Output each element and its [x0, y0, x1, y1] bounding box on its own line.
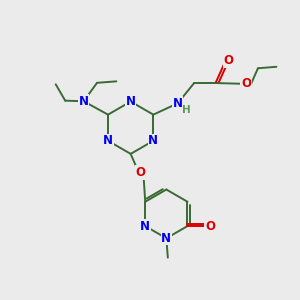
Text: N: N — [148, 134, 158, 147]
Text: O: O — [205, 220, 215, 232]
Text: H: H — [182, 105, 190, 115]
Text: N: N — [173, 97, 183, 110]
Text: O: O — [241, 77, 251, 90]
Text: O: O — [136, 166, 146, 179]
Text: N: N — [79, 95, 89, 108]
Text: O: O — [223, 54, 233, 67]
Text: N: N — [126, 95, 136, 108]
Text: N: N — [103, 134, 113, 147]
Text: N: N — [161, 232, 171, 245]
Text: N: N — [140, 220, 150, 232]
